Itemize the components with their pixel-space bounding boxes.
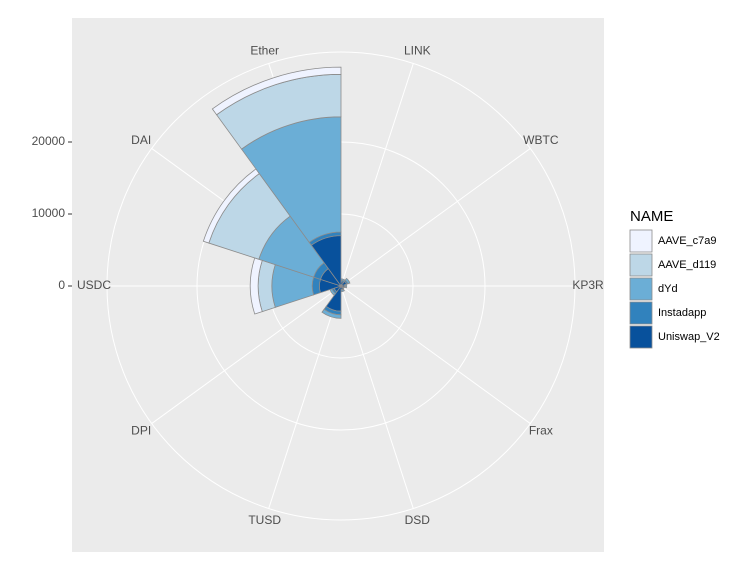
legend-key xyxy=(629,229,653,253)
legend-key xyxy=(629,301,653,325)
spoke xyxy=(340,285,414,509)
spoke xyxy=(340,63,414,287)
spoke xyxy=(340,285,531,424)
x-tick-label: DSD xyxy=(405,513,431,527)
x-tick-label: WBTC xyxy=(523,133,559,147)
legend-key xyxy=(629,325,653,349)
legend-key xyxy=(629,253,653,277)
bar-segment xyxy=(344,277,351,285)
x-tick-label: DAI xyxy=(131,133,151,147)
y-tick-label: 20000 xyxy=(32,134,66,148)
bar-segment xyxy=(344,283,348,289)
x-tick-label: LINK xyxy=(404,43,431,57)
legend-label: AAVE_c7a9 xyxy=(658,235,717,247)
legend-title: NAME xyxy=(630,208,673,225)
x-tick-label: Ether xyxy=(250,43,279,57)
spoke xyxy=(268,285,342,509)
legend-key xyxy=(629,277,653,301)
legend-label: AAVE_d119 xyxy=(658,259,716,271)
x-tick-label: USDC xyxy=(77,278,111,292)
y-tick-label: 10000 xyxy=(32,206,66,220)
spoke xyxy=(151,285,342,424)
legend-label: Instadapp xyxy=(658,307,706,319)
bar-segment xyxy=(311,276,321,296)
y-tick-label: 0 xyxy=(58,278,65,292)
x-tick-label: TUSD xyxy=(248,513,281,527)
bar-segment xyxy=(321,308,342,319)
spoke xyxy=(340,148,531,287)
bar-segment xyxy=(211,66,342,116)
x-tick-label: Frax xyxy=(529,423,553,437)
legend-label: Uniswap_V2 xyxy=(658,331,720,343)
x-tick-label: DPI xyxy=(131,423,151,437)
legend-label: dYd xyxy=(658,283,678,295)
x-tick-label: KP3R xyxy=(572,278,604,292)
